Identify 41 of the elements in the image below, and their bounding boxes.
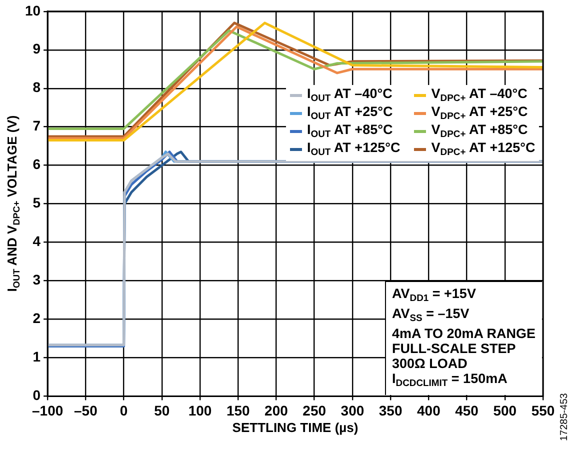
annotation: AV$_{SS}$ = –15V <box>392 306 470 326</box>
y-tick-label: 8 <box>32 79 41 96</box>
x-tick-label: 350 <box>378 402 402 418</box>
x-tick-label: 100 <box>188 402 212 418</box>
legend-label: I$_{OUT}$ AT +85°C <box>307 122 393 140</box>
y-tick-label: 10 <box>24 2 41 18</box>
annotation: AV$_{DD1}$ = +15V <box>392 286 477 306</box>
legend-label: V$_{DPC+}$ AT –40°C <box>431 86 528 104</box>
y-tick-label: 9 <box>32 40 41 57</box>
y-tick-label: 6 <box>32 156 41 172</box>
x-tick-label: 150 <box>226 402 250 418</box>
legend-label: I$_{OUT}$ AT +25°C <box>307 104 393 122</box>
x-tick-label: –50 <box>74 402 98 418</box>
text: 17285-453 <box>559 393 570 442</box>
x-tick-label: 200 <box>264 402 288 418</box>
y-tick-label: 2 <box>32 310 41 326</box>
x-tick-label: 550 <box>531 402 555 418</box>
legend-label: I$_{OUT}$ AT –40°C <box>307 86 392 104</box>
x-tick-label: 450 <box>455 402 479 418</box>
x-tick-label: 500 <box>493 402 517 418</box>
x-axis-title: SETTLING TIME (µs) <box>232 420 358 436</box>
annotation: I$_{DCDCLIMIT}$ = 150mA <box>392 371 508 392</box>
x-tick-label: 0 <box>120 402 128 418</box>
x-tick-label: 300 <box>340 402 364 418</box>
legend-label: I$_{OUT}$ AT +125°C <box>307 140 400 158</box>
y-tick-label: 7 <box>32 118 41 134</box>
x-tick-label: 400 <box>416 402 441 418</box>
y-tick-label: 5 <box>32 194 41 211</box>
y-tick-label: 0 <box>32 387 41 404</box>
y-tick-label: 3 <box>32 272 41 288</box>
x-tick-label: 250 <box>302 402 326 418</box>
legend-label: V$_{DPC+}$ AT +85°C <box>431 122 528 140</box>
annotation: 300Ω LOAD <box>392 356 468 372</box>
annotation: FULL-SCALE STEP <box>392 341 517 356</box>
annotation: 4mA TO 20mA RANGE <box>392 326 536 342</box>
x-tick-label: 50 <box>154 402 170 418</box>
y-tick-label: 1 <box>32 348 41 365</box>
x-tick-label: –100 <box>32 402 64 418</box>
legend-label: V$_{DPC+}$ AT +25°C <box>431 104 528 122</box>
y-tick-label: 4 <box>32 233 41 250</box>
legend-label: V$_{DPC+}$ AT +125°C <box>431 140 536 158</box>
